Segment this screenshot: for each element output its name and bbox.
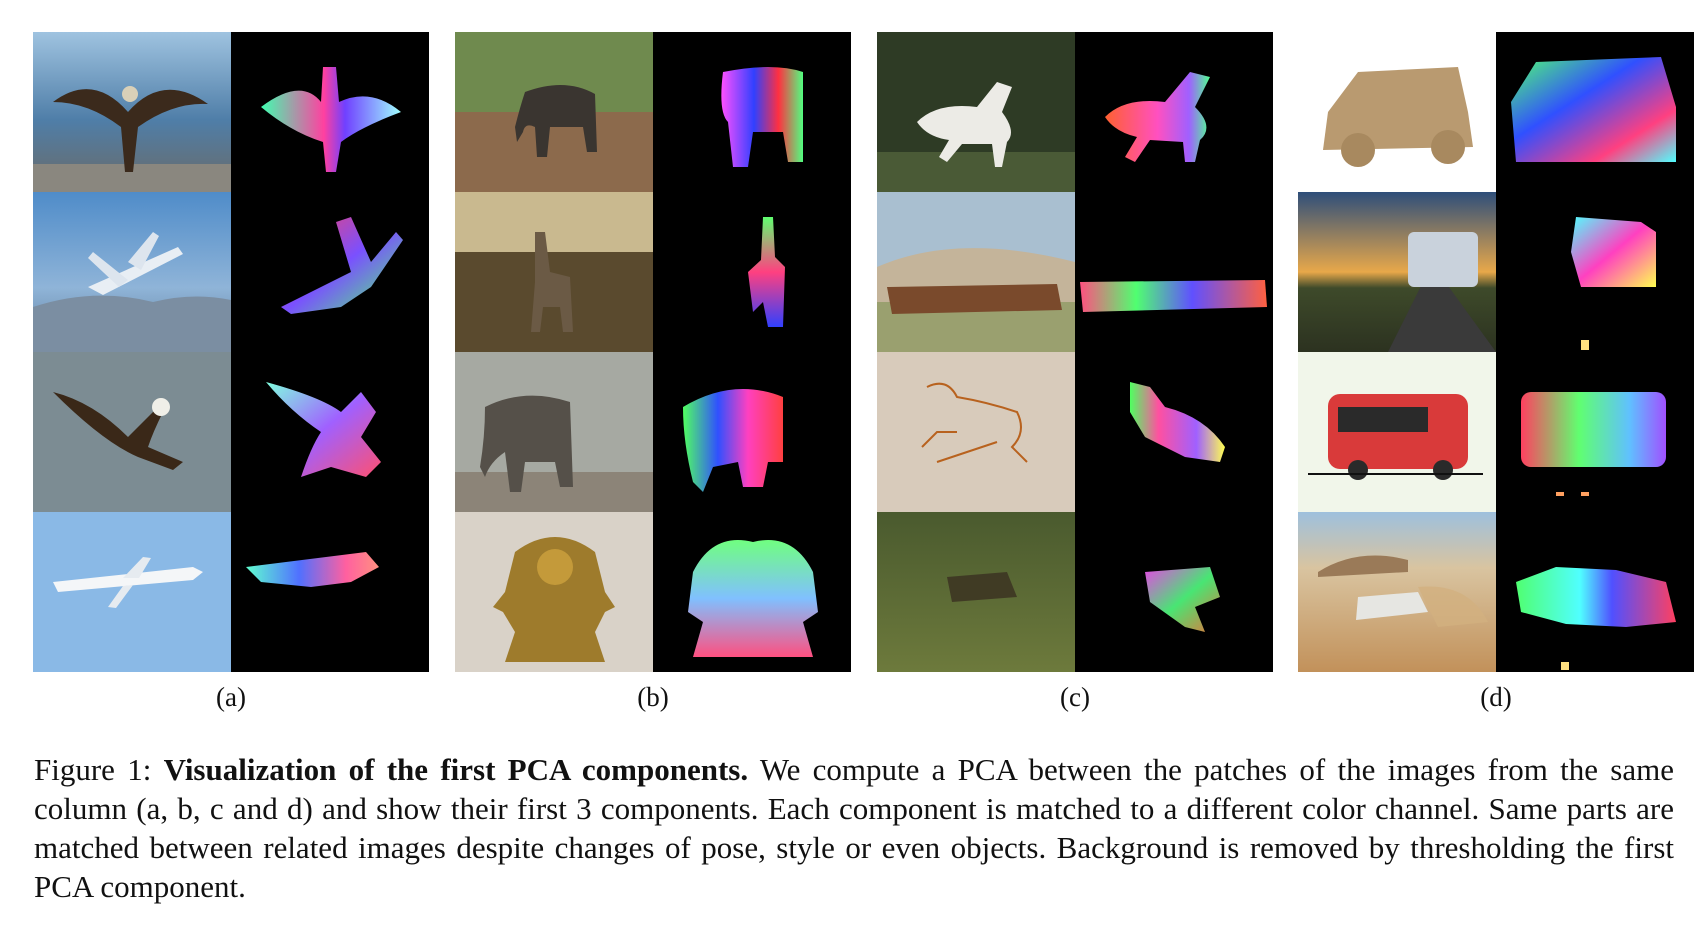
pca-suv [1496, 512, 1694, 672]
column-c: (c) [877, 32, 1273, 712]
figure: (a) [33, 32, 1694, 712]
photo-horse-herd [877, 192, 1075, 352]
photo-ganesha [455, 512, 653, 672]
pca-white-horse [1075, 32, 1273, 192]
figure-caption: Figure 1: Visualization of the first PCA… [34, 750, 1674, 906]
sub-label-b: (b) [637, 682, 669, 712]
photo-white-horse [877, 32, 1075, 192]
photo-reaching-elephant [455, 192, 653, 352]
sub-label-a: (a) [216, 682, 246, 712]
column-a: (a) [33, 32, 429, 712]
pca-ganesha [653, 512, 851, 672]
photo-airplane [33, 192, 231, 352]
photo-aerial-herd [877, 512, 1075, 672]
photo-eagle [33, 32, 231, 192]
column-b: (b) [455, 32, 851, 712]
pca-reaching-elephant [653, 192, 851, 352]
caption-title: Visualization of the first PCA component… [163, 752, 749, 787]
pca-bus [1496, 192, 1694, 352]
pca-toy-car [1496, 32, 1694, 192]
column-d: (d) [1298, 32, 1694, 712]
photo-airliner [33, 512, 231, 672]
pca-elephant [653, 32, 851, 192]
sub-label-c: (c) [1060, 682, 1090, 712]
photo-toy-car [1298, 32, 1496, 192]
caption-body: We compute a PCA between the patches of … [34, 752, 1674, 904]
pca-aerial-herd [1075, 512, 1273, 672]
photo-suv-desert [1298, 512, 1496, 672]
pca-eagle [231, 32, 429, 192]
pca-horse-drawing [1075, 352, 1273, 512]
pca-flying-eagle [231, 352, 429, 512]
photo-cartoon-bus [1298, 352, 1496, 512]
photo-flying-eagle [33, 352, 231, 512]
photo-zoo-elephant [455, 352, 653, 512]
sub-label-d: (d) [1480, 682, 1512, 712]
pca-cartoon-bus [1496, 352, 1694, 512]
pca-horse-herd [1075, 192, 1273, 352]
photo-elephant [455, 32, 653, 192]
pca-zoo-elephant [653, 352, 851, 512]
pca-airplane [231, 192, 429, 352]
caption-prefix: Figure 1: [34, 752, 164, 787]
pca-airliner [231, 512, 429, 672]
photo-bus-sunset [1298, 192, 1496, 352]
photo-horse-drawing [877, 352, 1075, 512]
